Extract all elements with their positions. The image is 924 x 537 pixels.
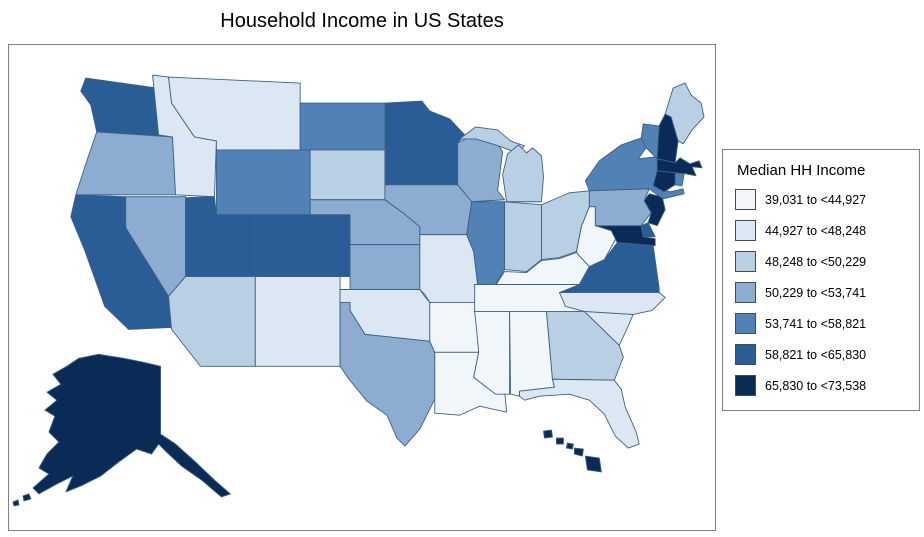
- legend-row: 44,927 to <48,248: [735, 220, 909, 241]
- legend-swatch: [735, 189, 756, 210]
- state-hi-island-3: [565, 442, 574, 450]
- legend-row: 39,031 to <44,927: [735, 189, 909, 210]
- state-nc: [558, 292, 666, 315]
- legend-title: Median HH Income: [737, 162, 866, 179]
- legend-swatch: [735, 251, 756, 272]
- state-vt: [640, 123, 660, 160]
- legend-swatch: [735, 344, 756, 365]
- state-mn: [384, 100, 466, 186]
- legend-row: 53,741 to <58,821: [735, 313, 909, 334]
- legend-bin-label: 53,741 to <58,821: [765, 316, 867, 331]
- states-layer: [12, 74, 705, 507]
- state-ak-aleutian-2: [12, 499, 20, 507]
- state-ak-aleutian-1: [22, 493, 32, 502]
- state-nd: [299, 102, 386, 151]
- state-mi-upper: [459, 126, 525, 154]
- legend-bin-label: 50,229 to <53,741: [765, 285, 867, 300]
- legend-bin-label: 48,248 to <50,229: [765, 254, 867, 269]
- us-map: [12, 74, 705, 507]
- legend: Median HH Income 39,031 to <44,927 44,927…: [722, 149, 920, 411]
- legend-row: 65,830 to <73,538: [735, 375, 909, 396]
- state-co: [254, 214, 351, 277]
- state-nm: [254, 276, 341, 367]
- legend-rows: 39,031 to <44,927 44,927 to <48,248 48,248…: [735, 189, 909, 396]
- legend-bin-label: 65,830 to <73,538: [765, 378, 867, 393]
- legend-bin-label: 44,927 to <48,248: [765, 223, 867, 238]
- state-az: [168, 276, 256, 367]
- state-ak: [32, 353, 231, 498]
- state-tx: [339, 302, 436, 447]
- state-hi-island-5: [584, 455, 602, 473]
- legend-row: 48,248 to <50,229: [735, 251, 909, 272]
- state-mi-lower: [502, 144, 544, 203]
- state-ri: [674, 172, 685, 187]
- map-frame: [8, 44, 716, 531]
- state-ca: [70, 194, 172, 330]
- state-ms: [473, 310, 511, 395]
- state-hi-island-2: [556, 437, 564, 445]
- legend-swatch: [735, 220, 756, 241]
- legend-swatch: [735, 375, 756, 396]
- state-in: [504, 201, 542, 272]
- state-mt: [168, 76, 301, 151]
- legend-swatch: [735, 282, 756, 303]
- legend-bin-label: 39,031 to <44,927: [765, 192, 867, 207]
- state-ks: [349, 244, 421, 290]
- legend-bin-label: 58,821 to <65,830: [765, 347, 867, 362]
- legend-row: 58,821 to <65,830: [735, 344, 909, 365]
- state-pa: [588, 188, 652, 227]
- state-de: [640, 222, 656, 238]
- legend-row: 50,229 to <53,741: [735, 282, 909, 303]
- state-me: [664, 82, 705, 145]
- state-hi-island-4: [573, 447, 584, 457]
- legend-swatch: [735, 313, 756, 334]
- state-or: [75, 131, 176, 196]
- state-hi-island-1: [543, 429, 553, 439]
- state-wy: [215, 149, 311, 216]
- state-ct: [652, 170, 676, 193]
- chart-title: Household Income in US States: [220, 10, 504, 32]
- state-sd: [309, 149, 386, 201]
- state-fl: [519, 378, 640, 449]
